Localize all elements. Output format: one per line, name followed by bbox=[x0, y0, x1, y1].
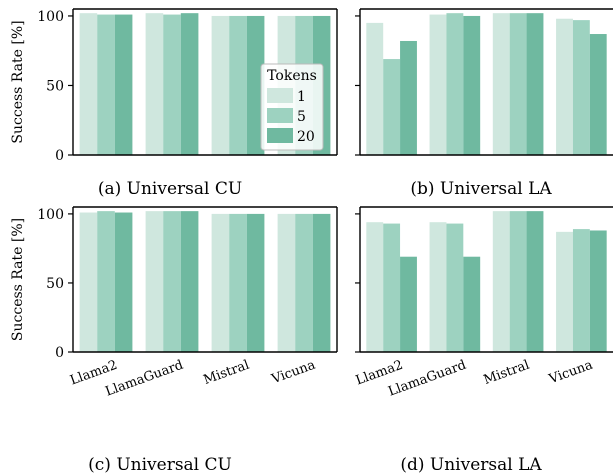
legend-title: Tokens bbox=[267, 68, 317, 84]
bar-mistral-tokens-1 bbox=[492, 13, 510, 156]
panel-caption: (b) Universal LA bbox=[410, 179, 552, 199]
bar-mistral-tokens-1 bbox=[211, 213, 230, 352]
bar-llama2-tokens-1 bbox=[79, 212, 98, 352]
bar-mistral-tokens-5 bbox=[229, 15, 247, 156]
bar-llama2-tokens-20 bbox=[400, 40, 417, 156]
bar-llamaguard-tokens-20 bbox=[463, 256, 481, 352]
bar-vicuna-tokens-20 bbox=[589, 230, 607, 352]
bar-llama2-tokens-20 bbox=[400, 256, 417, 352]
bar-llama2-tokens-20 bbox=[114, 14, 133, 156]
bar-llamaguard-tokens-5 bbox=[446, 13, 464, 156]
x-tick-label-vicuna: Vicuna bbox=[546, 358, 595, 388]
y-axis-label: Success Rate [%] bbox=[10, 218, 26, 341]
legend-swatch-5 bbox=[267, 108, 293, 123]
chart-panel-2: (b) Universal LA bbox=[355, 8, 613, 199]
panel-caption: (a) Universal CU bbox=[98, 179, 242, 199]
bar-vicuna-tokens-5 bbox=[572, 20, 590, 156]
panel-caption: (c) Universal CU bbox=[88, 455, 232, 474]
bar-llama2-tokens-5 bbox=[383, 223, 401, 352]
bar-vicuna-tokens-1 bbox=[556, 18, 573, 156]
bar-llama2-tokens-5 bbox=[383, 59, 401, 156]
y-tick-label: 100 bbox=[37, 9, 64, 25]
bar-mistral-tokens-20 bbox=[246, 213, 265, 352]
legend-swatch-20 bbox=[267, 128, 293, 143]
bar-mistral-tokens-20 bbox=[526, 211, 544, 352]
x-tick-label-mistral: Mistral bbox=[202, 358, 252, 388]
bar-llama2-tokens-1 bbox=[366, 222, 384, 352]
bar-llamaguard-tokens-5 bbox=[446, 223, 464, 352]
bar-mistral-tokens-20 bbox=[526, 13, 544, 156]
bar-mistral-tokens-5 bbox=[229, 213, 247, 352]
bar-mistral-tokens-5 bbox=[509, 13, 527, 156]
bar-llamaguard-tokens-1 bbox=[429, 222, 447, 352]
bar-mistral-tokens-1 bbox=[492, 211, 510, 352]
y-tick-label: 50 bbox=[46, 276, 64, 292]
bar-vicuna-tokens-20 bbox=[589, 34, 607, 155]
bar-llamaguard-tokens-1 bbox=[429, 14, 447, 156]
bar-llamaguard-tokens-5 bbox=[163, 211, 181, 352]
bar-llama2-tokens-1 bbox=[79, 13, 98, 156]
bar-llama2-tokens-20 bbox=[114, 212, 133, 352]
bar-mistral-tokens-20 bbox=[246, 15, 265, 156]
x-tick-label-mistral: Mistral bbox=[482, 358, 532, 388]
bar-llamaguard-tokens-20 bbox=[463, 15, 481, 156]
y-axis-label: Success Rate [%] bbox=[10, 20, 26, 143]
bar-llamaguard-tokens-1 bbox=[145, 13, 164, 156]
legend-label-5: 5 bbox=[297, 109, 306, 125]
y-tick-label: 0 bbox=[55, 148, 64, 164]
x-tick-label-vicuna: Vicuna bbox=[269, 358, 318, 388]
bar-mistral-tokens-5 bbox=[509, 211, 527, 352]
y-tick-label: 0 bbox=[55, 345, 64, 361]
bar-llamaguard-tokens-5 bbox=[163, 14, 181, 156]
legend-label-20: 20 bbox=[297, 129, 315, 145]
bar-llamaguard-tokens-20 bbox=[180, 13, 199, 156]
bar-llama2-tokens-5 bbox=[97, 211, 115, 352]
bar-vicuna-tokens-5 bbox=[572, 229, 590, 352]
bar-vicuna-tokens-1 bbox=[277, 213, 296, 352]
legend-swatch-1 bbox=[267, 88, 293, 103]
bar-vicuna-tokens-20 bbox=[312, 213, 331, 352]
chart-panel-1: 0 50 100 Success Rate [%] (a) Universal CU To… bbox=[10, 8, 338, 199]
bar-llamaguard-tokens-1 bbox=[145, 211, 164, 352]
bar-llamaguard-tokens-20 bbox=[180, 211, 199, 352]
bar-llama2-tokens-5 bbox=[97, 14, 115, 156]
bar-vicuna-tokens-5 bbox=[295, 213, 313, 352]
bar-llama2-tokens-1 bbox=[366, 22, 384, 156]
legend-label-1: 1 bbox=[297, 89, 306, 105]
y-tick-label: 100 bbox=[37, 207, 64, 223]
bar-mistral-tokens-1 bbox=[211, 15, 230, 156]
panel-caption: (d) Universal LA bbox=[400, 455, 542, 474]
bar-vicuna-tokens-1 bbox=[556, 231, 573, 352]
y-tick-label: 50 bbox=[46, 78, 64, 94]
